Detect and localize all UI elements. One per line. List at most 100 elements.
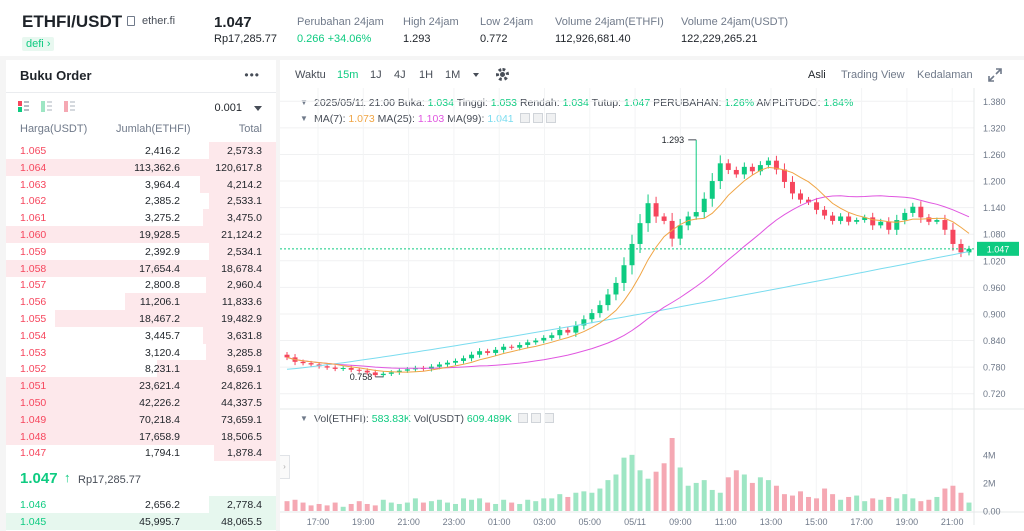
volume-bar: [958, 492, 964, 511]
volume-bar: [372, 505, 378, 511]
view-bids-icon[interactable]: [41, 101, 52, 112]
more-intervals-caret-icon[interactable]: [473, 73, 479, 77]
interval-15m[interactable]: 15m: [337, 69, 359, 81]
ask-row[interactable]: 1.060 19,928.5 21,124.2: [6, 226, 276, 243]
ask-price: 1.055: [20, 313, 47, 325]
candlestick-chart[interactable]: 1.380 1.320 1.260 1.200 1.140 1.080 1.020 0.960…: [280, 60, 1024, 531]
view-original[interactable]: Asli: [808, 69, 826, 81]
ask-row[interactable]: 1.059 2,392.9 2,534.1: [6, 242, 276, 260]
view-tradingview[interactable]: Trading View: [841, 69, 905, 81]
ask-row[interactable]: 1.057 2,800.8 2,960.4: [6, 276, 276, 294]
interval-4j[interactable]: 4J: [394, 69, 406, 81]
ask-row[interactable]: 1.055 18,467.2 19,482.9: [6, 310, 276, 327]
ma99-value: 1.041: [487, 113, 514, 125]
bid-total: 48,065.5: [221, 516, 262, 528]
caret-down-icon[interactable]: [254, 106, 262, 111]
price-axis-label: 1.380: [983, 97, 1006, 107]
ask-row[interactable]: 1.054 3,445.7 3,631.8: [6, 326, 276, 344]
candle-body: [501, 346, 507, 350]
bid-row[interactable]: 1.046 2,656.2 2,778.4: [6, 496, 276, 513]
collapse-vol-icon[interactable]: ▼: [300, 414, 308, 423]
more-options-icon[interactable]: •••: [244, 68, 260, 82]
depth-bar: [205, 343, 276, 361]
candle-body: [886, 221, 892, 230]
ask-row[interactable]: 1.061 3,275.2 3,475.0: [6, 209, 276, 227]
ohlc-low-label: Rendah:: [519, 97, 560, 109]
stat-label-volume-quote: Volume 24jam(USDT): [681, 16, 788, 28]
pair-title[interactable]: ETHFI/USDT: [22, 12, 123, 31]
ask-row[interactable]: 1.062 2,385.2 2,533.1: [6, 192, 276, 210]
ask-row[interactable]: 1.048 17,658.9 18,506.5: [6, 427, 276, 445]
ask-amount: 1,794.1: [144, 447, 180, 460]
interval-1j[interactable]: 1J: [370, 69, 382, 81]
ma7-value: 1.073: [348, 113, 375, 125]
document-icon[interactable]: [127, 16, 135, 26]
mid-price: 1.047: [20, 470, 58, 487]
candle-body: [693, 212, 699, 217]
candle-body: [701, 198, 707, 213]
depth-bar: [203, 209, 276, 227]
volume-bar: [878, 499, 884, 511]
ask-row[interactable]: 1.049 70,218.4 73,659.1: [6, 410, 276, 428]
candle-body: [541, 337, 547, 341]
volume-bar: [477, 498, 483, 511]
settings-toggle-icon[interactable]: [532, 113, 543, 123]
ask-row[interactable]: 1.053 3,120.4 3,285.8: [6, 343, 276, 361]
collapse-ma-icon[interactable]: ▼: [300, 114, 308, 123]
ask-row[interactable]: 1.064 113,362.6 120,617.8: [6, 158, 276, 176]
chart-sidebar-toggle[interactable]: ›: [280, 455, 290, 479]
time-axis-label: 21:00: [941, 517, 964, 527]
candle-body: [741, 166, 747, 175]
volume-bar: [517, 503, 523, 511]
volume-bar: [870, 498, 876, 511]
candle-body: [525, 342, 531, 345]
ask-row[interactable]: 1.047 1,794.1 1,878.4: [6, 444, 276, 462]
collapse-info-icon[interactable]: ▼: [300, 98, 308, 107]
tick-size-select[interactable]: 0.001: [214, 102, 242, 114]
ask-row[interactable]: 1.051 23,621.4 24,826.1: [6, 377, 276, 395]
volume-bar: [453, 503, 458, 511]
ask-row[interactable]: 1.063 3,964.4 4,214.2: [6, 175, 276, 193]
ask-row[interactable]: 1.050 42,226.2 44,337.5: [6, 394, 276, 411]
close-indicator-icon[interactable]: [545, 113, 556, 123]
candle-body: [581, 319, 587, 326]
vol-base-label: Vol(ETHFI):: [314, 413, 369, 425]
bid-row[interactable]: 1.045 45,995.7 48,065.5: [6, 513, 276, 530]
view-depth[interactable]: Kedalaman: [917, 69, 973, 81]
time-axis-label: 05:00: [579, 517, 602, 527]
ask-row[interactable]: 1.052 8,231.1 8,659.1: [6, 360, 276, 378]
volume-bar: [854, 495, 860, 511]
ma7-line: [286, 166, 970, 373]
time-axis-label: 19:00: [352, 517, 375, 527]
volume-bar: [918, 501, 924, 511]
candle-body: [749, 166, 755, 172]
interval-1m[interactable]: 1M: [445, 69, 461, 81]
interval-1h[interactable]: 1H: [419, 69, 434, 81]
vol-settings-icon[interactable]: [530, 413, 541, 423]
volume-axis-label: 4M: [983, 450, 996, 460]
project-link[interactable]: ether.fi: [142, 15, 176, 27]
vol-eye-toggle-icon[interactable]: [517, 413, 528, 423]
ask-price: 1.056: [20, 296, 47, 309]
volume-bar: [324, 505, 330, 511]
depth-bar: [6, 158, 276, 176]
volume-bar: [902, 494, 908, 511]
gear-icon[interactable]: [496, 68, 509, 81]
eye-toggle-icon[interactable]: [519, 113, 530, 123]
expand-icon[interactable]: [988, 68, 1002, 82]
stat-value-volume-base: 112,926,681.40: [555, 33, 631, 45]
volume-bar: [862, 501, 868, 511]
ohlc-open-label: Buka:: [397, 97, 425, 109]
view-both-icon[interactable]: [18, 101, 29, 112]
view-asks-icon[interactable]: [64, 101, 75, 112]
category-tag[interactable]: defi ›: [22, 37, 55, 51]
ohlc-high-label: Tinggi:: [456, 97, 488, 109]
mid-price-idr: Rp17,285.77: [78, 474, 141, 486]
ask-row[interactable]: 1.056 11,206.1 11,833.6: [6, 293, 276, 311]
ask-total: 2,573.3: [226, 145, 262, 157]
ask-price: 1.058: [20, 262, 47, 275]
ask-row[interactable]: 1.058 17,654.4 18,678.4: [6, 259, 276, 277]
vol-quote-value: 609.489K: [466, 413, 512, 425]
ask-row[interactable]: 1.065 2,416.2 2,573.3: [6, 142, 276, 159]
candle-body: [444, 362, 450, 365]
